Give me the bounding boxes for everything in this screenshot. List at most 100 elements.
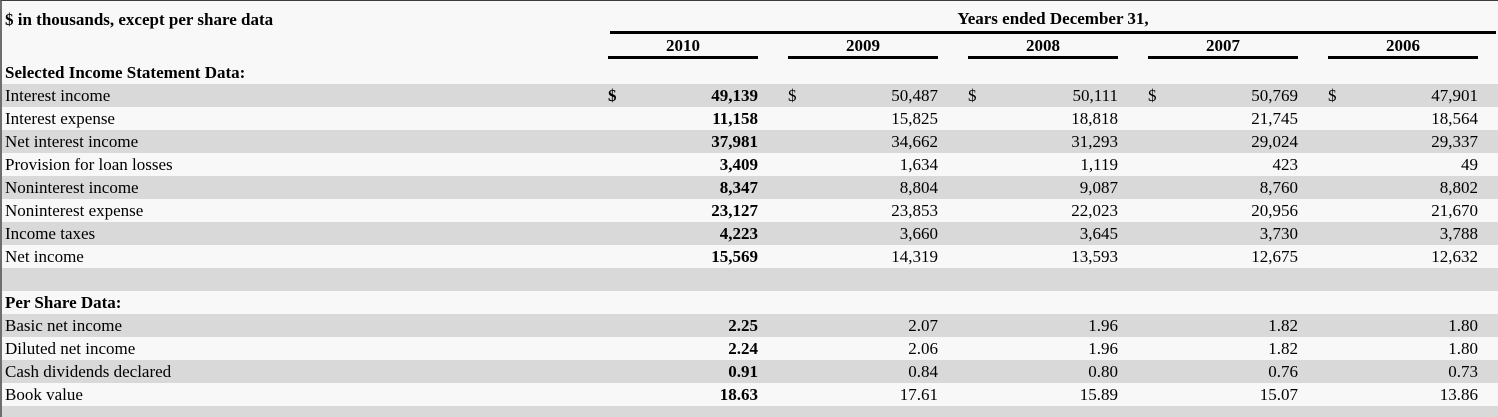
year-header-2010: 2010 bbox=[608, 35, 758, 59]
value-cell-2007: 1.82 bbox=[1148, 337, 1298, 360]
value-cell-2010: 3,409 bbox=[608, 153, 758, 176]
value-cell-2009: 8,804 bbox=[788, 176, 938, 199]
table-row: Book value 18.63 17.61 15.89 15.07 13.86 bbox=[2, 383, 1498, 406]
section-spacer-row bbox=[2, 268, 1498, 291]
value-cell-2008: 1.96 bbox=[968, 314, 1118, 337]
row-label: Diluted net income bbox=[5, 339, 136, 358]
row-label: Noninterest income bbox=[5, 178, 139, 197]
table-row: Provision for loan losses 3,409 1,634 1,119… bbox=[2, 153, 1498, 176]
value: 12,675 bbox=[1251, 247, 1298, 266]
value: 0.91 bbox=[728, 362, 758, 381]
value: 20,956 bbox=[1251, 201, 1298, 220]
value: 50,111 bbox=[1072, 86, 1119, 105]
value: 37,981 bbox=[711, 132, 758, 151]
year-header-2009: 2009 bbox=[788, 35, 938, 59]
value-cell-2008: 0.80 bbox=[968, 360, 1118, 383]
value-cell-2009: $50,487 bbox=[788, 84, 938, 107]
value: 2.07 bbox=[908, 316, 938, 335]
value: 13.86 bbox=[1439, 385, 1478, 404]
value: 15.89 bbox=[1079, 385, 1118, 404]
table-header: $ in thousands, except per share data Ye… bbox=[2, 1, 1498, 34]
value-cell-2009: 15,825 bbox=[788, 107, 938, 130]
value-cell-2006: 12,632 bbox=[1328, 245, 1478, 268]
value: 21,670 bbox=[1431, 201, 1478, 220]
dollar-sign: $ bbox=[788, 86, 797, 105]
row-label: Interest expense bbox=[5, 109, 115, 128]
table-row: Basic net income 2.25 2.07 1.96 1.82 1.80 bbox=[2, 314, 1498, 337]
value: 1.80 bbox=[1448, 339, 1478, 358]
value-cell-2006: 3,788 bbox=[1328, 222, 1478, 245]
value: 1.82 bbox=[1268, 339, 1298, 358]
value: 17.61 bbox=[899, 385, 938, 404]
value: 49 bbox=[1461, 155, 1478, 174]
value-cell-2007: 29,024 bbox=[1148, 130, 1298, 153]
value-cell-2008: 3,645 bbox=[968, 222, 1118, 245]
value-cell-2010: 4,223 bbox=[608, 222, 758, 245]
value-cell-2010: 23,127 bbox=[608, 199, 758, 222]
value-cell-2007: 21,745 bbox=[1148, 107, 1298, 130]
value-cell-2009: 14,319 bbox=[788, 245, 938, 268]
table-row: Noninterest income 8,347 8,804 9,087 8,760 8,… bbox=[2, 176, 1498, 199]
value-cell-2010: 2.24 bbox=[608, 337, 758, 360]
row-label: Cash dividends declared bbox=[5, 362, 172, 381]
value: 29,337 bbox=[1431, 132, 1478, 151]
row-label: Provision for loan losses bbox=[5, 155, 173, 174]
year-header-row: 2010 2009 2008 2007 2006 bbox=[2, 34, 1498, 61]
value: 23,853 bbox=[891, 201, 938, 220]
value: 29,024 bbox=[1251, 132, 1298, 151]
value-cell-2008: 31,293 bbox=[968, 130, 1118, 153]
value-cell-2009: 34,662 bbox=[788, 130, 938, 153]
section-title: Per Share Data: bbox=[5, 293, 122, 312]
value: 31,293 bbox=[1071, 132, 1118, 151]
table-body: Selected Income Statement Data: Interest … bbox=[2, 61, 1498, 417]
value: 4,223 bbox=[719, 224, 758, 243]
year-header-2008: 2008 bbox=[968, 35, 1118, 59]
value-cell-2008: 1.96 bbox=[968, 337, 1118, 360]
value-cell-2010: 0.91 bbox=[608, 360, 758, 383]
value-cell-2006: 0.73 bbox=[1328, 360, 1478, 383]
value: 2.06 bbox=[908, 339, 938, 358]
value: 34,662 bbox=[891, 132, 938, 151]
value-cell-2008: 18,818 bbox=[968, 107, 1118, 130]
value-cell-2007: 12,675 bbox=[1148, 245, 1298, 268]
years-span-title: Years ended December 31, bbox=[610, 9, 1496, 34]
value: 8,347 bbox=[719, 178, 758, 197]
value: 1.96 bbox=[1088, 339, 1118, 358]
value: 3,409 bbox=[719, 155, 758, 174]
value: 18.63 bbox=[719, 385, 758, 404]
value-cell-2007: 20,956 bbox=[1148, 199, 1298, 222]
value-cell-2006: 29,337 bbox=[1328, 130, 1478, 153]
value-cell-2009: 2.06 bbox=[788, 337, 938, 360]
value: 13,593 bbox=[1071, 247, 1118, 266]
dollar-sign: $ bbox=[1148, 86, 1157, 105]
value: 8,760 bbox=[1259, 178, 1298, 197]
table-row: Cash dividends declared 0.91 0.84 0.80 0.76 0… bbox=[2, 360, 1498, 383]
value: 0.73 bbox=[1448, 362, 1478, 381]
value: 3,645 bbox=[1079, 224, 1118, 243]
value-cell-2010: 8,347 bbox=[608, 176, 758, 199]
value-cell-2009: 2.07 bbox=[788, 314, 938, 337]
row-label: Noninterest expense bbox=[5, 201, 144, 220]
value: 50,769 bbox=[1251, 86, 1298, 105]
table-row: Diluted net income 2.24 2.06 1.96 1.82 1.80 bbox=[2, 337, 1498, 360]
value: 0.80 bbox=[1088, 362, 1118, 381]
value-cell-2010: 2.25 bbox=[608, 314, 758, 337]
value-cell-2006: 8,802 bbox=[1328, 176, 1478, 199]
value: 2.24 bbox=[728, 339, 758, 358]
value-cell-2008: $50,111 bbox=[968, 84, 1118, 107]
dollar-sign: $ bbox=[1328, 86, 1337, 105]
table-row: Net interest income 37,981 34,662 31,293 29,… bbox=[2, 130, 1498, 153]
value: 0.84 bbox=[908, 362, 938, 381]
value-cell-2006: 1.80 bbox=[1328, 314, 1478, 337]
value-cell-2010: 15,569 bbox=[608, 245, 758, 268]
value-cell-2007: $50,769 bbox=[1148, 84, 1298, 107]
value-cell-2009: 23,853 bbox=[788, 199, 938, 222]
value-cell-2008: 1,119 bbox=[968, 153, 1118, 176]
value: 11,158 bbox=[712, 109, 758, 128]
row-label: Net income bbox=[5, 247, 84, 266]
value-cell-2010: $49,139 bbox=[608, 84, 758, 107]
value: 18,818 bbox=[1071, 109, 1118, 128]
value-cell-2007: 0.76 bbox=[1148, 360, 1298, 383]
value: 18,564 bbox=[1431, 109, 1478, 128]
